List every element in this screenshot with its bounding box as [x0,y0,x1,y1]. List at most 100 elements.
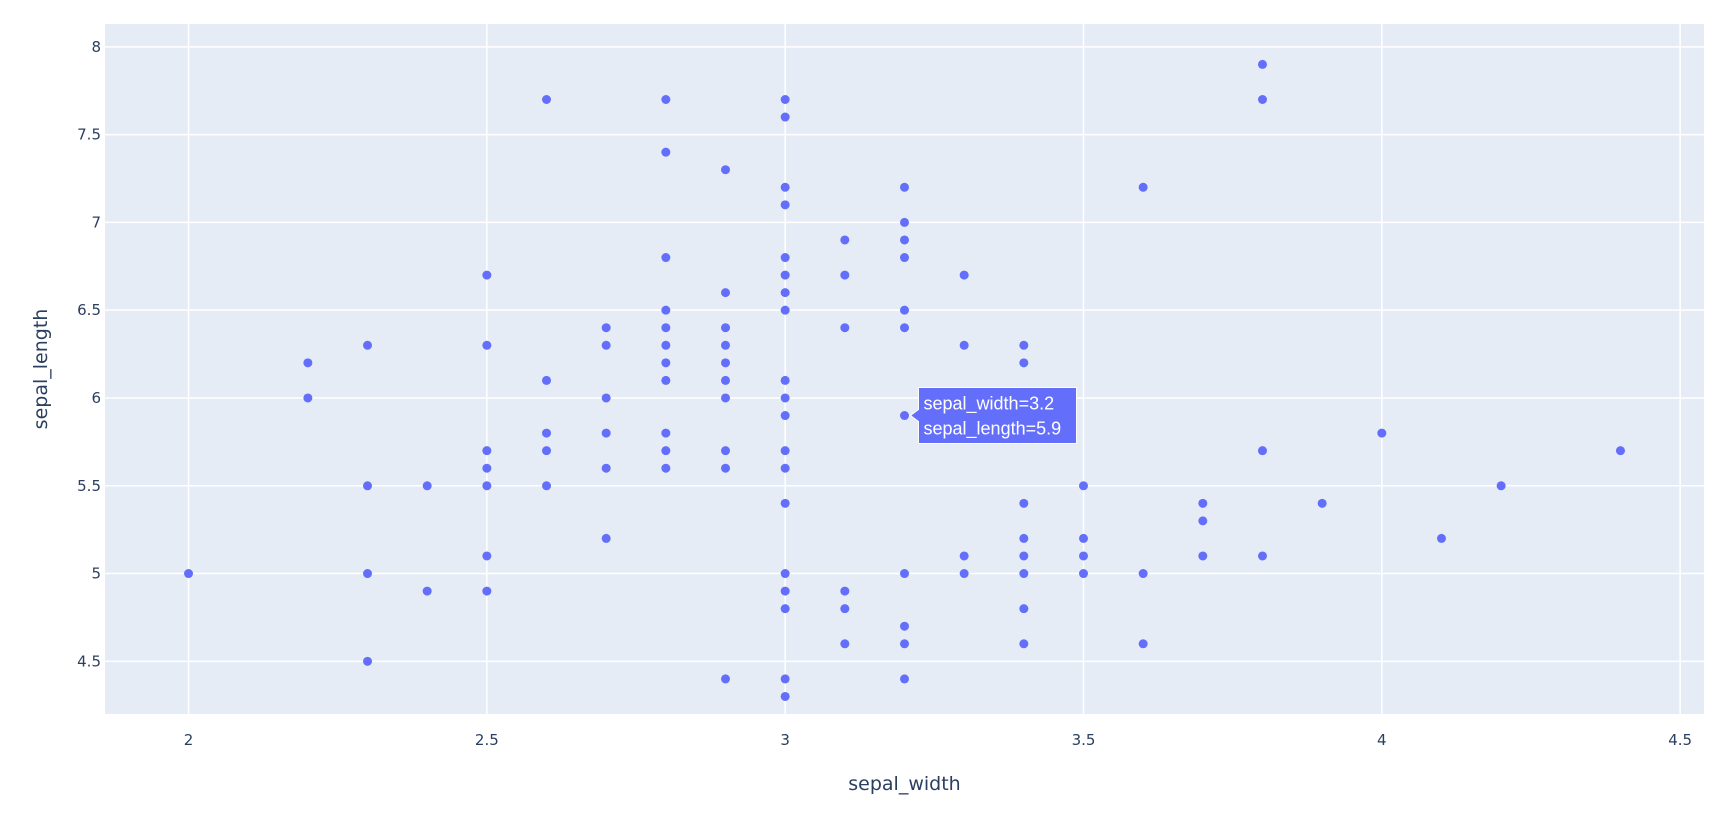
data-point[interactable] [482,586,492,596]
data-point[interactable] [1019,639,1029,649]
data-point[interactable] [1138,639,1148,649]
data-point[interactable] [363,481,373,491]
data-point[interactable] [900,621,909,631]
data-point[interactable] [661,94,671,104]
data-point[interactable] [363,656,373,666]
data-point[interactable] [900,674,909,684]
data-point[interactable] [721,463,731,473]
data-point[interactable] [721,674,731,684]
data-point[interactable] [780,288,790,298]
data-point[interactable] [1198,551,1208,561]
data-point[interactable] [661,446,671,456]
data-point[interactable] [780,586,790,596]
data-point[interactable] [482,463,492,473]
data-point[interactable] [1019,498,1029,508]
data-point[interactable] [1078,481,1088,491]
data-point[interactable] [900,182,909,192]
data-point[interactable] [1138,182,1148,192]
data-point[interactable] [780,112,790,122]
data-point[interactable] [900,305,909,315]
data-point[interactable] [780,200,790,210]
data-point[interactable] [542,94,552,104]
data-point[interactable] [1257,446,1267,456]
data-point[interactable] [1078,569,1088,579]
data-point[interactable] [661,253,671,263]
data-point[interactable] [840,604,850,614]
data-point[interactable] [184,569,194,579]
data-point[interactable] [482,481,492,491]
data-point[interactable] [1019,569,1029,579]
data-point[interactable] [661,428,671,438]
data-point[interactable] [900,235,909,245]
data-point[interactable] [840,586,850,596]
data-point[interactable] [661,375,671,385]
data-point[interactable] [363,340,373,350]
data-point[interactable] [422,481,432,491]
data-point[interactable] [1019,604,1029,614]
data-point[interactable] [840,270,850,280]
data-point[interactable] [1257,59,1267,69]
data-point[interactable] [840,235,850,245]
data-point[interactable] [780,604,790,614]
data-point[interactable] [780,182,790,192]
data-point[interactable] [542,375,552,385]
data-point[interactable] [721,340,731,350]
data-point[interactable] [482,551,492,561]
data-point[interactable] [1198,498,1208,508]
data-point[interactable] [1377,428,1387,438]
data-point[interactable] [780,94,790,104]
data-point[interactable] [542,428,552,438]
data-point[interactable] [1078,533,1088,543]
data-point[interactable] [1019,340,1029,350]
data-point[interactable] [482,340,492,350]
data-point[interactable] [900,411,909,421]
data-point[interactable] [1019,533,1029,543]
data-point[interactable] [1436,533,1446,543]
data-point[interactable] [363,569,373,579]
data-point[interactable] [661,358,671,368]
data-point[interactable] [303,393,313,403]
data-point[interactable] [900,253,909,263]
data-point[interactable] [1138,569,1148,579]
data-point[interactable] [661,340,671,350]
data-point[interactable] [780,393,790,403]
data-point[interactable] [780,411,790,421]
data-point[interactable] [601,533,611,543]
data-point[interactable] [900,569,909,579]
data-point[interactable] [482,270,492,280]
data-point[interactable] [601,463,611,473]
data-point[interactable] [542,481,552,491]
data-point[interactable] [959,270,969,280]
data-point[interactable] [1019,358,1029,368]
data-point[interactable] [780,375,790,385]
data-point[interactable] [900,217,909,227]
data-point[interactable] [780,674,790,684]
data-point[interactable] [780,305,790,315]
data-point[interactable] [721,165,731,175]
data-point[interactable] [422,586,432,596]
data-point[interactable] [840,323,850,333]
data-point[interactable] [721,288,731,298]
data-point[interactable] [780,446,790,456]
data-point[interactable] [661,463,671,473]
data-point[interactable] [482,446,492,456]
data-point[interactable] [721,446,731,456]
data-point[interactable] [721,393,731,403]
data-point[interactable] [1317,498,1327,508]
data-point[interactable] [959,569,969,579]
data-point[interactable] [661,323,671,333]
data-point[interactable] [900,323,909,333]
data-points[interactable] [184,59,1625,701]
data-point[interactable] [840,639,850,649]
data-point[interactable] [1078,551,1088,561]
data-point[interactable] [959,340,969,350]
data-point[interactable] [601,340,611,350]
data-point[interactable] [601,428,611,438]
data-point[interactable] [601,323,611,333]
data-point[interactable] [1198,516,1208,526]
data-point[interactable] [780,270,790,280]
data-point[interactable] [542,446,552,456]
data-point[interactable] [303,358,313,368]
data-point[interactable] [1257,551,1267,561]
data-point[interactable] [1615,446,1625,456]
